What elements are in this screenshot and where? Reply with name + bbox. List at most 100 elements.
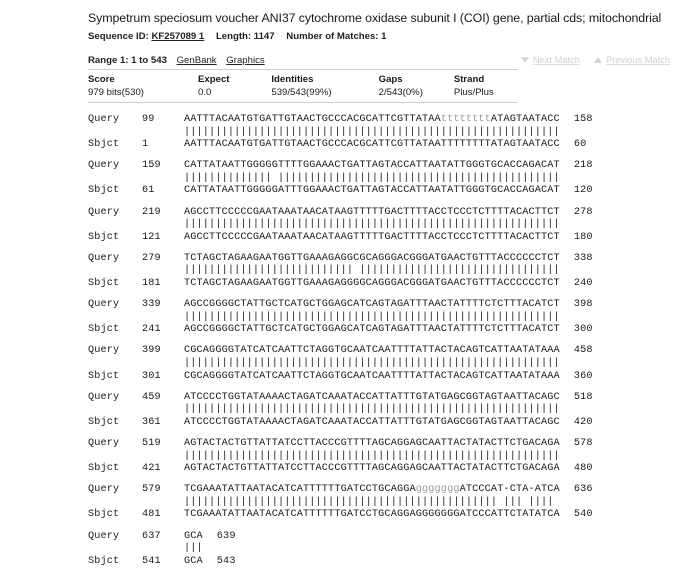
query-sequence: TCTAGCTAGAAGAATGGTTGAAAGAGGCGCAGGGACGGGA… [184,253,560,264]
sbjct-label: Sbjct [88,324,120,336]
midline-bars: ||||||||||||||||||||||||||||||||||||||||… [184,311,560,323]
matches-value: 1 [381,31,387,42]
query-label: Query [88,530,120,542]
sbjct-start-coord: 301 [142,370,161,382]
sbjct-sequence: GCA [184,555,203,567]
query-sequence: AGCCGGGGCTATTGCTCATGCTGGAGCATCAGTAGATTTA… [184,299,560,310]
range-left-group: Range 1: 1 to 543 GenBank Graphics [88,55,265,66]
range-bar: Range 1: 1 to 543 GenBank Graphics Next … [88,55,678,66]
query-line: Query 519 AGTACTACTGTTATTATCCTTACCCGTTTTAG… [88,438,678,451]
query-sequence: AATTTACAATGTGATTGTAACTGCCCACGCATTCGTTATA… [184,114,560,125]
match-midline: ||||||||||||||||||||||||||||||||||||||||… [88,451,678,464]
expect-header: Expect [198,74,230,85]
query-masked-segment: tttttttt [440,114,491,125]
match-midline: ||||||||||||||||||||||||||||||||||||||||… [88,127,678,140]
midline-bars: |||||||||||||| |||||||||||||||||||||||||… [184,172,560,184]
triangle-up-icon [593,57,602,63]
midline-bars: ||| [184,543,203,555]
sbjct-line: Sbjct 301 CGCAGGGGTATCATCAATTCTAGGTGCAATCA… [88,371,678,384]
sbjct-start-coord: 541 [142,555,161,567]
sbjct-start-coord: 241 [142,324,161,336]
sbjct-label: Sbjct [88,463,120,475]
query-sequence-segment: ATAGTAATACC [490,114,560,125]
sbjct-label: Sbjct [88,185,120,197]
sbjct-sequence: TCGAAATATTAATACATCATTTTTTGATCCTGCAGGAGGG… [184,509,560,521]
sbjct-label: Sbjct [88,139,120,151]
midline-bars: ||||||||||||||||||||||||||||||||||||||||… [184,219,560,231]
page-title: Sympetrum speciosum voucher ANI37 cytoch… [88,11,662,25]
sbjct-line: Sbjct 421 AGTACTACTGTTATTATCCTTACCCGTTTTAG… [88,463,678,476]
sbjct-start-coord: 421 [142,463,161,475]
query-sequence-segment: ATCCCCTGGTATAAAACTAGATCAAATACCATTATTTGTA… [184,391,560,403]
query-line: Query 339 AGCCGGGGCTATTGCTCATGCTGGAGCATCAG… [88,299,678,312]
query-end-coord: 398 [573,299,593,311]
query-end-coord: 158 [573,114,593,125]
alignment-block: Query 579 TCGAAATATTAATACATCATTTTTTGATCCTG… [88,484,678,522]
sbjct-line: Sbjct 541 GCA 543 [88,556,678,568]
query-start-coord: 339 [142,299,161,311]
sbjct-label: Sbjct [88,278,120,290]
graphics-link[interactable]: Graphics [226,55,265,66]
query-label: Query [88,114,120,125]
genbank-link[interactable]: GenBank [176,55,217,66]
query-start-coord: 99 [142,114,155,125]
midline-bars: ||||||||||||||||||||||||||||||||||||||||… [184,358,560,369]
sbjct-line: Sbjct 61 CATTATAATTGGGGGATTTGGAAACTGATTAGT… [88,185,678,198]
query-sequence-segment: TCGAAATATTAATACATCATTTTTTGATCCTGCAGGA [184,484,416,496]
gaps-header: Gaps [378,74,403,85]
query-label: Query [88,299,120,311]
matches-label: Number of Matches: [286,31,379,42]
query-sequence: CGCAGGGGTATCATCAATTCTAGGTGCAATCAATTTTATT… [184,345,560,356]
sbjct-sequence: CATTATAATTGGGGGATTTGGAAACTGATTAGTACCATTA… [184,185,560,197]
query-line: Query 219 AGCCTTCCCCCGAATAAATAACATAAGTTTTT… [88,207,678,220]
sbjct-line: Sbjct 241 AGCCGGGGCTATTGCTCATGCTGGAGCATCAG… [88,324,678,337]
sbjct-end-coord: 543 [216,555,236,567]
query-end-coord: 636 [573,484,593,496]
range-label: Range 1: 1 to 543 [88,55,167,66]
next-match-button[interactable]: Next Match [520,55,580,65]
score-header: Score [88,74,115,85]
sbjct-end-coord: 300 [573,324,593,336]
query-start-coord: 279 [142,252,161,264]
query-label: Query [88,160,120,172]
sbjct-sequence: AGTACTACTGTTATTATCCTTACCCGTTTTAGCAGGAGCA… [184,463,560,475]
query-end-coord: 458 [573,345,593,357]
score-table: Score Expect Identities Gaps Strand 979 … [88,69,518,103]
sequence-id-link[interactable]: KF257089 1 [151,31,205,42]
score-table-value-row: 979 bits(530) 0.0 539/543(99%) 2/543(0%)… [88,86,518,99]
length-label: Length: [215,31,252,42]
triangle-down-icon [520,57,529,63]
sbjct-start-coord: 121 [142,231,161,243]
query-end-coord: 639 [216,530,236,542]
match-midline: |||||||||||||| |||||||||||||||||||||||||… [88,173,678,186]
query-start-coord: 519 [142,437,161,449]
sbjct-start-coord: 481 [142,509,161,521]
query-line: Query 279 TCTAGCTAGAAGAATGGTTGAAAGAGGCGCAG… [88,253,678,266]
sbjct-line: Sbjct 481 TCGAAATATTAATACATCATTTTTTGATCCTG… [88,509,678,522]
query-end-coord: 338 [573,252,593,264]
query-label: Query [88,391,120,403]
sbjct-end-coord: 240 [573,278,593,290]
query-line: Query 637 GCA 639 [88,531,678,544]
query-sequence-segment: AGTACTACTGTTATTATCCTTACCCGTTTTAGCAGGAGCA… [184,437,560,449]
alignment-block: Query 339 AGCCGGGGCTATTGCTCATGCTGGAGCATCAG… [88,299,678,337]
query-label: Query [88,252,120,264]
midline-bars: ||||||||||||||||||||||||||||||||||||||||… [184,404,560,416]
query-start-coord: 219 [142,206,161,218]
sbjct-label: Sbjct [88,509,120,521]
sbjct-line: Sbjct 121 AGCCTTCCCCCGAATAAATAACATAAGTTTTT… [88,232,678,245]
query-start-coord: 399 [142,345,161,357]
match-midline: ||| [88,543,678,556]
match-midline: ||||||||||||||||||||||||||||||||||||||||… [88,404,678,417]
match-midline: ||||||||||||||||||||||||||||||||||||||||… [88,219,678,232]
query-end-coord: 518 [573,391,593,403]
sbjct-end-coord: 360 [573,370,593,382]
midline-bars: ||||||||||||||||||||||||||||||||||||||||… [184,450,560,462]
alignment-block: Query 99 AATTTACAATGTGATTGTAACTGCCCACGCATT… [88,114,678,152]
sbjct-sequence: AATTTACAATGTGATTGTAACTGCCCACGCATTCGTTATA… [184,139,560,151]
strand-header: Strand [453,74,485,85]
query-line: Query 99 AATTTACAATGTGATTGTAACTGCCCACGCATT… [88,114,678,127]
length-value: 1147 [253,31,275,42]
previous-match-button[interactable]: Previous Match [593,55,670,65]
next-match-label: Next Match [532,55,580,65]
